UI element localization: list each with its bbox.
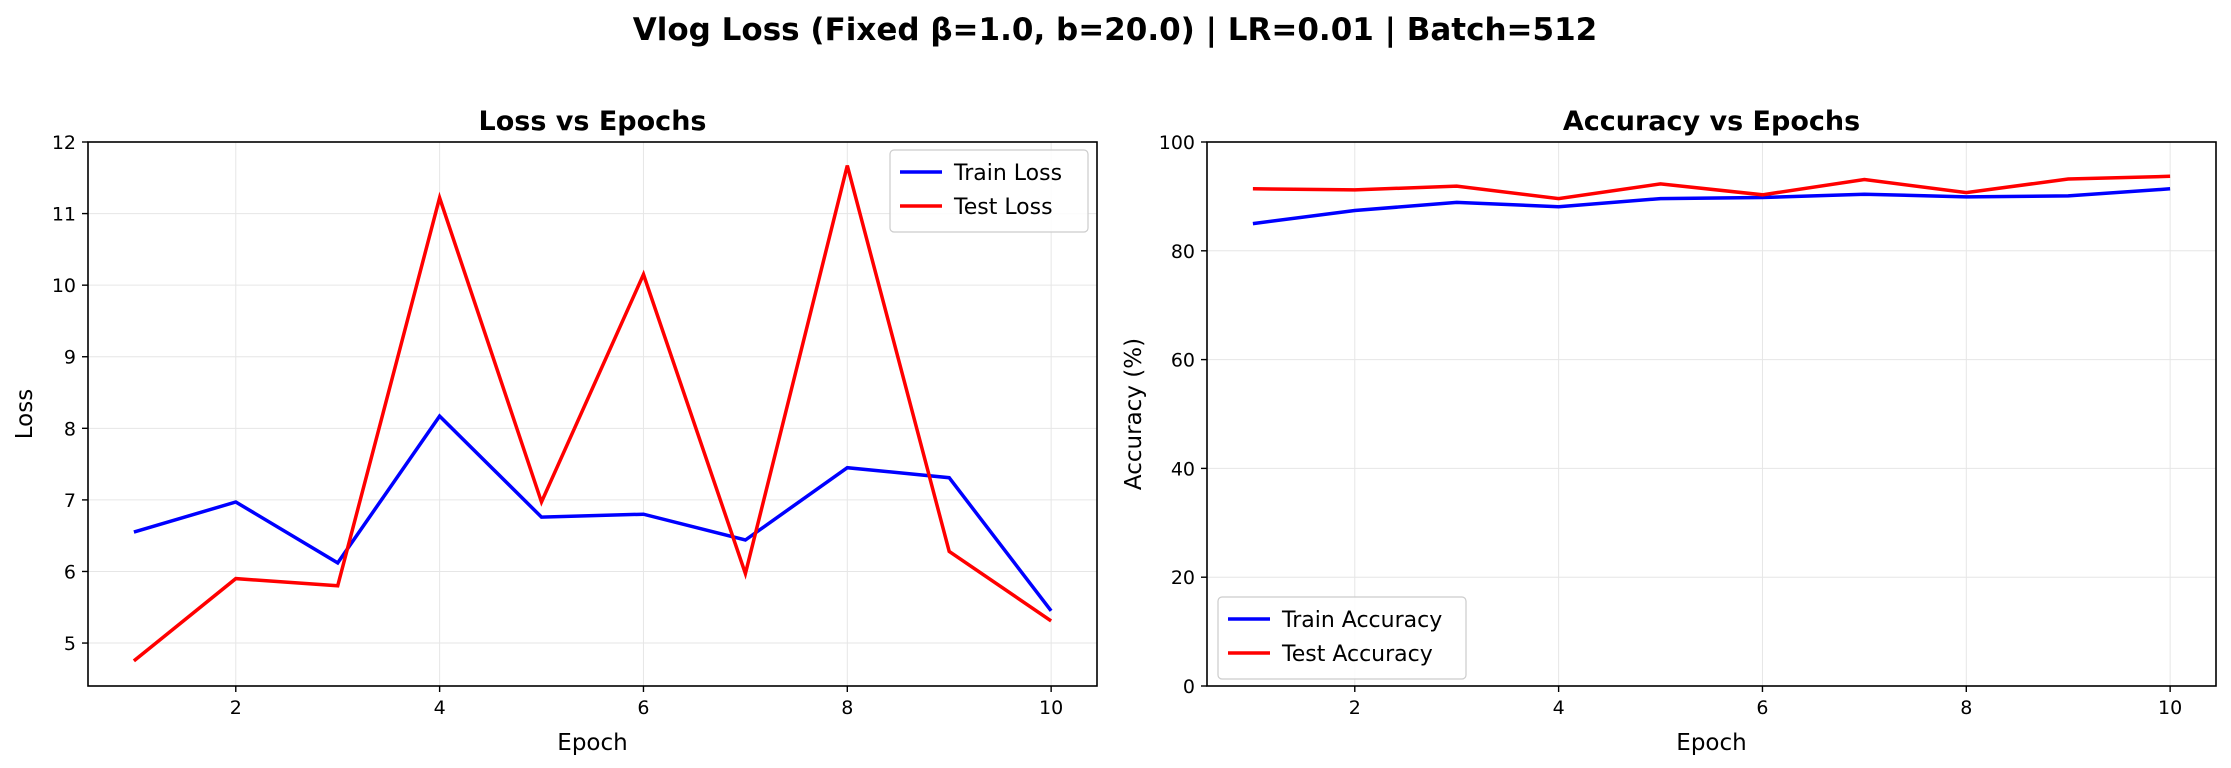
legend-box: [1217, 596, 1467, 680]
x-tick-label: 10: [1039, 697, 1063, 719]
axes-frame: [1206, 141, 2217, 687]
y-tick-label: 60: [1171, 350, 1195, 372]
y-axis-label: Loss: [12, 389, 38, 439]
x-axis-label: Epoch: [1676, 730, 1746, 756]
chart-title: Accuracy vs Epochs: [1563, 106, 1860, 137]
x-tick-label: 4: [434, 697, 446, 719]
x-tick-label: 2: [230, 697, 242, 719]
series-line-test-loss: [132, 165, 1053, 663]
y-tick-label: 7: [64, 490, 76, 512]
legend-label: Test Accuracy: [1281, 642, 1433, 667]
y-tick-label: 5: [64, 633, 76, 655]
y-tick-label: 0: [1183, 676, 1195, 698]
y-tick-label: 11: [52, 204, 76, 226]
y-tick-label: 100: [1159, 132, 1195, 154]
y-tick-label: 12: [52, 132, 76, 154]
legend: Train Accuracy Test Accuracy: [1217, 596, 1467, 680]
legend-label: Train Loss: [953, 161, 1062, 186]
chart-title: Loss vs Epochs: [479, 106, 707, 137]
x-tick-label: 6: [637, 697, 649, 719]
series-line-train-loss: [133, 413, 1053, 612]
axes-frame: [87, 141, 1098, 687]
legend: Train Loss Test Loss: [889, 149, 1089, 233]
y-tick-label: 40: [1171, 458, 1195, 480]
figure-suptitle: Vlog Loss (Fixed β=1.0, b=20.0) | LR=0.0…: [633, 12, 1597, 48]
x-tick-label: 4: [1553, 697, 1565, 719]
x-tick-label: 10: [2158, 697, 2182, 719]
y-tick-label: 10: [52, 275, 76, 297]
x-axis-label: Epoch: [557, 730, 627, 756]
y-tick-label: 6: [64, 561, 76, 583]
series-line-train-accuracy: [1252, 187, 2171, 226]
legend-label: Test Loss: [953, 195, 1053, 220]
y-tick-label: 20: [1171, 567, 1195, 589]
loss-chart: 2 4 6 8 10 5 6 7 8 9 10 11 12 Loss vs Epochs Epoch Loss…: [12, 106, 1098, 756]
x-tick-label: 8: [841, 697, 853, 719]
y-axis-label: Accuracy (%): [1121, 338, 1147, 490]
y-tick-label: 9: [64, 347, 76, 369]
y-tick-label: 80: [1171, 241, 1195, 263]
legend-label: Train Accuracy: [1281, 608, 1442, 633]
series-line-test-accuracy: [1252, 174, 2171, 201]
x-tick-label: 6: [1756, 697, 1768, 719]
y-tick-label: 8: [64, 418, 76, 440]
x-tick-label: 2: [1349, 697, 1361, 719]
x-tick-label: 8: [1960, 697, 1972, 719]
